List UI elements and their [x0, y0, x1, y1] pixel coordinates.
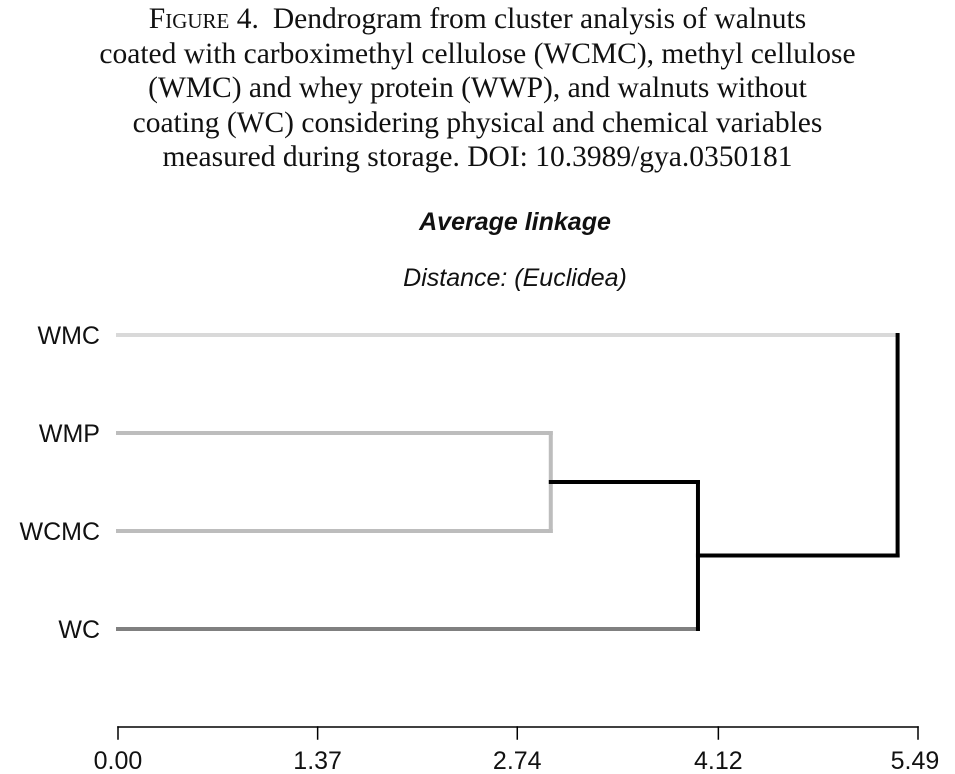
x-axis: 0.00 1.37 2.74 4.12 5.49 [94, 726, 940, 774]
leaf-label-wcmc: WCMC [19, 518, 100, 546]
x-tick-label: 0.00 [94, 747, 143, 774]
chart-subtitle: Distance: (Euclidea) [403, 264, 627, 292]
figure-label: Figure 4. [148, 3, 259, 35]
figure-caption: Figure 4. Dendrogram from cluster analysi… [0, 2, 955, 175]
x-tick-label: 5.49 [891, 747, 940, 774]
x-tick-label: 2.74 [493, 747, 542, 774]
leaf-label-wmc: WMC [38, 322, 100, 350]
leaf-label-wc: WC [58, 616, 100, 644]
leaf-labels: WMC WMP WCMC WC [19, 322, 100, 644]
caption-line-3: (WMC) and whey protein (WWP), and walnut… [148, 72, 807, 104]
caption-line-5: measured during storage. DOI: 10.3989/gy… [162, 141, 793, 173]
caption-line-2: coated with carboximethyl cellulose (WCM… [99, 37, 856, 70]
chart-title: Average linkage [418, 208, 611, 236]
caption-line-1: Figure 4. Dendrogram from cluster analysi… [148, 3, 807, 35]
x-tick-label: 1.37 [293, 747, 342, 774]
caption-line-4: coating (WC) considering physical and ch… [132, 106, 823, 139]
x-tick-label: 4.12 [694, 747, 743, 774]
dendrogram-links [116, 333, 900, 631]
leaf-label-wmp: WMP [39, 420, 100, 448]
